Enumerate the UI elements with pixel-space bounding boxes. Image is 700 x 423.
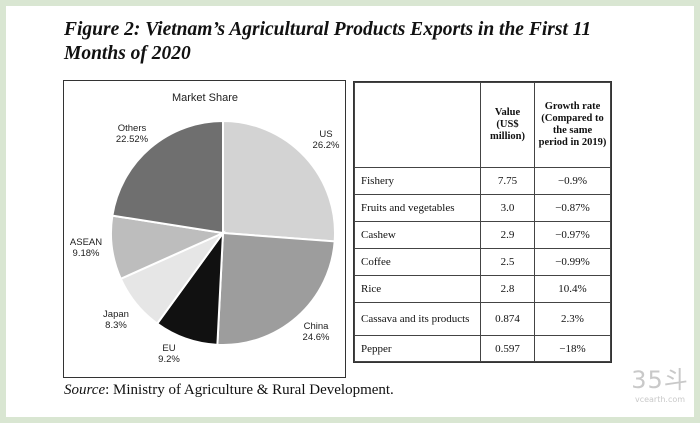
growth-rate: −0.97% [534,221,611,249]
slice-label: China [304,321,330,332]
growth-rate: −0.87% [534,194,611,222]
slice-label: US [319,129,332,140]
header-growth: Growth rate (Compared to the same period… [534,82,611,168]
export-value: 2.5 [480,248,535,276]
frame-border [0,0,6,423]
pie-slice-others [111,119,224,235]
product-name: Cashew [354,221,481,249]
table-row: Fishery 7.75 −0.9% [354,167,611,195]
export-value: 7.75 [480,167,535,195]
figure-title: Figure 2: Vietnam’s Agricultural Product… [64,19,592,64]
pie-slice-us [222,119,336,243]
growth-rate: −0.9% [534,167,611,195]
product-name: Coffee [354,248,481,276]
source-label: Source [64,382,106,398]
table-row: Coffee 2.5 −0.99% [354,248,611,276]
table-row: Rice 2.8 10.4% [354,275,611,303]
slice-value-label: 24.6% [303,332,330,343]
watermark-logo: 35斗 [631,366,689,394]
slice-value-label: 8.3% [105,320,127,331]
product-name: Rice [354,275,481,303]
growth-rate: −18% [534,335,611,362]
table-row: Cashew 2.9 −0.97% [354,221,611,249]
slice-value-label: 9.2% [158,354,180,365]
product-name: Pepper [354,335,481,362]
slice-label: ASEAN [70,237,102,248]
export-value: 0.597 [480,335,535,362]
exports-table: Value (US$ million) Growth rate (Compare… [354,82,611,362]
table-header-row: Value (US$ million) Growth rate (Compare… [354,82,611,168]
slice-label: Others [118,123,147,134]
product-name: Cassava and its products [354,302,481,336]
slice-value-label: 22.52% [116,134,149,145]
export-value: 0.874 [480,302,535,336]
pie-chart-title: Market Share [172,92,238,104]
frame-border [0,0,700,6]
slice-label: Japan [103,309,129,320]
slice-value-label: 26.2% [313,140,340,151]
watermark-site: vcearth.com [634,395,686,404]
pie-chart-box: Market Share US 26.2% China 24.6% EU 9.2% Japa… [63,80,346,378]
table-row: Fruits and vegetables 3.0 −0.87% [354,194,611,222]
header-value: Value (US$ million) [480,82,535,168]
source-note: Source: Ministry of Agriculture & Rural … [64,382,394,399]
export-value: 3.0 [480,194,535,222]
exports-table-box: Value (US$ million) Growth rate (Compare… [353,81,612,363]
source-text: : Ministry of Agriculture & Rural Develo… [105,382,394,398]
watermark: 35斗 vcearth.com [630,365,690,415]
frame-border [0,417,700,423]
product-name: Fruits and vegetables [354,194,481,222]
pie-slice-china [216,231,336,346]
slice-value-label: 9.18% [73,248,100,259]
growth-rate: 2.3% [534,302,611,336]
table-row: Pepper 0.597 −18% [354,335,611,362]
growth-rate: −0.99% [534,248,611,276]
header-product [354,82,481,168]
slice-label: EU [162,343,175,354]
export-value: 2.9 [480,221,535,249]
growth-rate: 10.4% [534,275,611,303]
frame-border [694,0,700,423]
export-value: 2.8 [480,275,535,303]
product-name: Fishery [354,167,481,195]
table-row: Cassava and its products 0.874 2.3% [354,302,611,336]
